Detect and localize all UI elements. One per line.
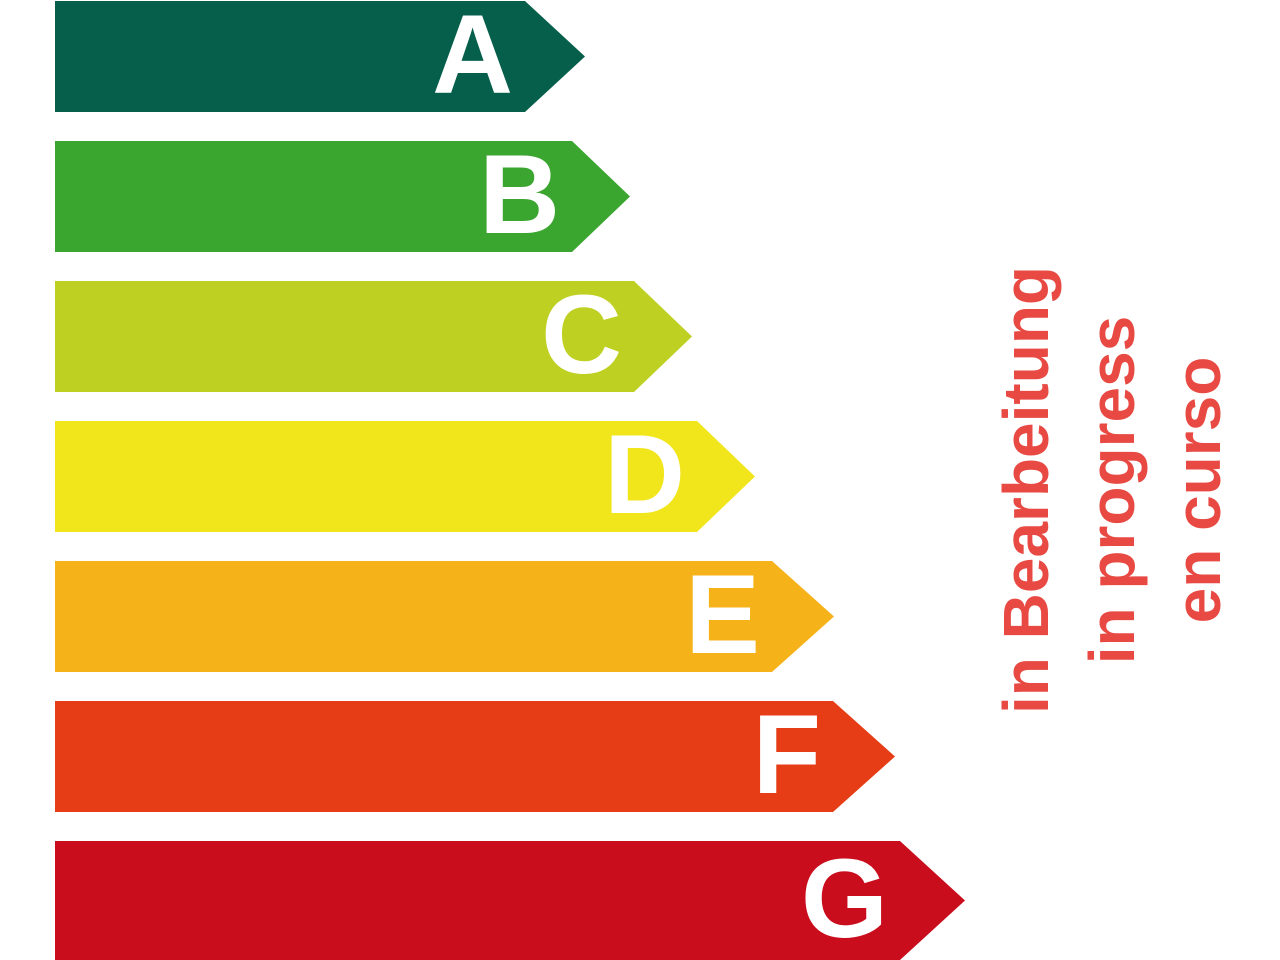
arrow-shape-b bbox=[55, 141, 630, 252]
arrow-shape-g bbox=[55, 841, 965, 960]
arrow-shape-d bbox=[55, 421, 755, 532]
rating-letter-g: G bbox=[800, 835, 888, 960]
rating-letter-d: D bbox=[604, 411, 685, 537]
rating-letter-f: F bbox=[752, 691, 821, 817]
arrow-shape-c bbox=[55, 281, 692, 392]
rating-arrow-d: D bbox=[55, 411, 755, 537]
rating-letter-a: A bbox=[432, 0, 513, 117]
rating-letter-c: C bbox=[541, 271, 622, 397]
watermark-line-spanish: en curso bbox=[1162, 356, 1234, 624]
rating-arrow-a: A bbox=[55, 0, 585, 117]
arrow-shape-a bbox=[55, 1, 585, 112]
rating-arrow-b: B bbox=[55, 131, 630, 257]
watermark-line-english: in progress bbox=[1076, 315, 1148, 665]
rating-letter-b: B bbox=[479, 131, 560, 257]
watermark-line-german: in Bearbeitung bbox=[990, 265, 1062, 715]
arrow-shape-e bbox=[55, 561, 834, 672]
rating-arrow-f: F bbox=[55, 691, 895, 817]
rating-arrow-e: E bbox=[55, 551, 834, 677]
rating-letter-e: E bbox=[685, 551, 760, 677]
rating-arrow-g: G bbox=[55, 841, 965, 960]
status-watermark: in Bearbeitung in progress en curso bbox=[983, 230, 1241, 750]
rating-arrow-c: C bbox=[55, 271, 692, 397]
arrow-shape-f bbox=[55, 701, 895, 812]
